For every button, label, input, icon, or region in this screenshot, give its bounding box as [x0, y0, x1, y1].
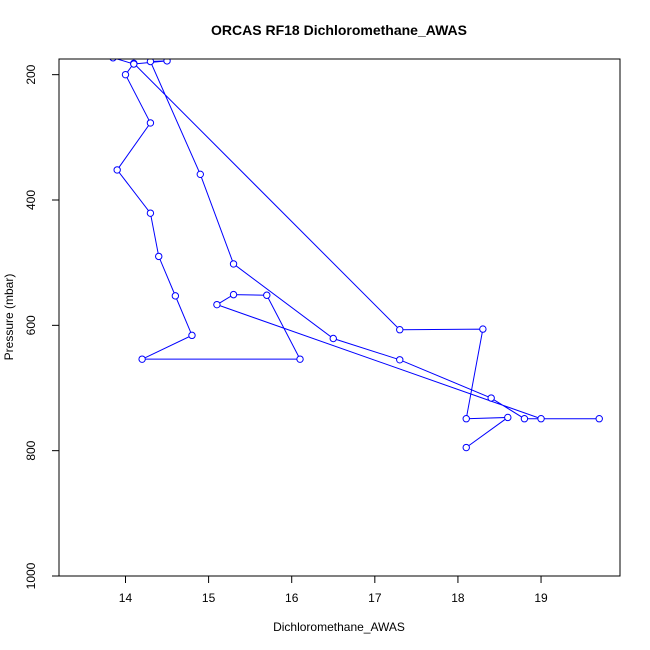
x-axis: 14 15 16 17 18 19: [119, 575, 548, 605]
data-point: [479, 325, 487, 333]
data-point: [171, 292, 180, 300]
chart-title: ORCAS RF18 Dichloromethane_AWAS: [211, 22, 467, 38]
y-tick-label: 800: [24, 440, 38, 460]
data-point: [196, 170, 204, 179]
data-point: [520, 415, 529, 423]
x-tick-label: 18: [451, 591, 465, 605]
data-point: [462, 443, 470, 452]
data-point: [595, 415, 603, 423]
data-point: [263, 291, 271, 299]
y-tick-label: 1000: [24, 562, 38, 589]
plot-frame: [58, 58, 621, 577]
data-point: [229, 260, 238, 268]
data-point: [163, 59, 171, 65]
y-axis: 200 400 600 800 1000: [24, 64, 60, 589]
data-point: [130, 60, 138, 68]
series-layer: [109, 59, 603, 452]
x-tick-label: 19: [534, 591, 548, 605]
data-point: [155, 252, 163, 261]
data-point: [229, 290, 238, 299]
data-point: [396, 326, 404, 334]
data-point: [462, 415, 470, 423]
data-point: [121, 70, 130, 79]
data-point: [296, 355, 304, 363]
x-tick-label: 16: [285, 591, 299, 605]
y-axis-label: Pressure (mbar): [2, 274, 16, 361]
data-point: [109, 59, 117, 62]
data-point: [537, 415, 545, 423]
data-point: [504, 413, 512, 422]
x-axis-label: Dichloromethane_AWAS: [273, 620, 405, 634]
series-line: [115, 59, 600, 448]
x-tick-label: 17: [368, 591, 382, 605]
y-tick-label: 400: [24, 190, 38, 210]
data-point: [396, 356, 404, 364]
data-point: [329, 334, 337, 343]
data-point: [213, 300, 221, 309]
x-tick-label: 15: [202, 591, 216, 605]
y-tick-label: 600: [24, 315, 38, 335]
data-point: [188, 331, 196, 340]
data-point: [146, 119, 155, 127]
data-point: [113, 166, 121, 174]
y-tick-label: 200: [24, 64, 38, 84]
data-point: [146, 59, 155, 66]
data-point: [487, 394, 495, 402]
x-tick-label: 14: [119, 591, 133, 605]
data-point: [138, 355, 146, 363]
data-point: [146, 209, 155, 217]
plot-area: [109, 59, 603, 452]
